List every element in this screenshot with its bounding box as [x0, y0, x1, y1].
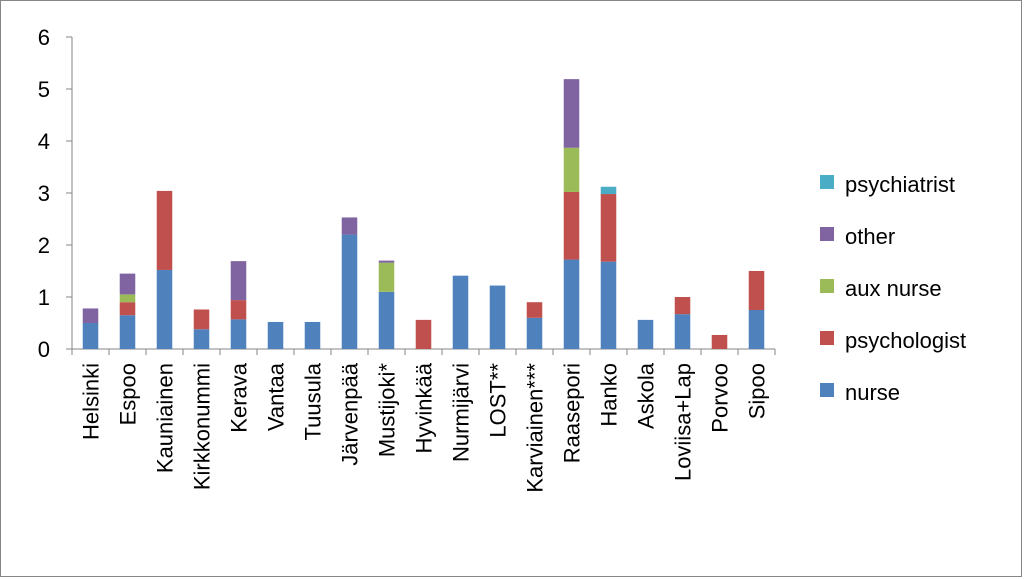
bar-segment-nurse [341, 234, 358, 349]
y-tick-label: 4 [38, 129, 50, 154]
bar-segment-nurse [230, 319, 247, 349]
legend-swatch-nurse [820, 383, 834, 397]
x-tick-label: Karviainen*** [523, 363, 548, 493]
x-tick-label: Vantaa [264, 362, 289, 431]
x-tick-label: Kauniainen [153, 363, 178, 473]
x-tick-label: Järvenpää [338, 362, 363, 466]
bar-segment-nurse [489, 285, 506, 349]
x-tick-label: Sipoo [745, 363, 770, 419]
y-tick-label: 2 [38, 233, 50, 258]
legend-swatch-aux-nurse [820, 279, 834, 293]
legend-label: psychiatrist [845, 172, 955, 197]
y-tick-label: 5 [38, 77, 50, 102]
bar-segment-other [563, 79, 580, 148]
bar-segment-other [82, 308, 99, 323]
bar-segment-psychologist [711, 334, 728, 349]
bars [82, 79, 765, 349]
bar-segment-psychologist [230, 300, 247, 320]
x-tick-label: LOST** [486, 363, 511, 438]
x-tick-label: Espoo [116, 363, 141, 425]
bar-segment-nurse [193, 329, 210, 349]
x-tick-label: Tuusula [301, 362, 326, 440]
y-tick-label: 6 [38, 25, 50, 50]
axes [66, 36, 776, 355]
bar-segment-other [119, 273, 136, 295]
bar-segment-psychologist [119, 302, 136, 316]
y-tick-labels: 0 1 2 3 4 5 6 [38, 25, 50, 362]
bar-segment-aux-nurse [119, 294, 136, 303]
bar-segment-nurse [600, 261, 617, 349]
x-tick-label: Askola [634, 362, 659, 429]
bar-segment-psychiatrist [600, 186, 617, 195]
bar-segment-aux-nurse [378, 262, 395, 292]
x-tick-label: Mustijoki* [375, 363, 400, 458]
x-tick-label: Porvoo [708, 363, 733, 433]
bar-segment-nurse [452, 275, 469, 349]
bar-segment-nurse [82, 323, 99, 349]
y-tick-label: 0 [38, 337, 50, 362]
bar-segment-nurse [156, 269, 173, 349]
y-tick-label: 1 [38, 285, 50, 310]
bar-segment-nurse [304, 321, 321, 349]
legend: psychiatrist other aux nurse psychologist nu… [820, 172, 966, 405]
x-tick-label: Nurmijärvi [449, 363, 474, 462]
bar-segment-psychologist [526, 302, 543, 318]
bar-segment-nurse [267, 321, 284, 349]
x-tick-label: Hanko [597, 363, 622, 427]
bar-segment-psychologist [748, 271, 765, 310]
y-tick-label: 3 [38, 181, 50, 206]
bar-segment-nurse [748, 310, 765, 349]
bar-segment-psychologist [674, 297, 691, 315]
bar-segment-nurse [563, 259, 580, 349]
x-tick-labels: Helsinki Espoo Kauniainen Kirkkonummi Kerava… [79, 362, 770, 492]
bar-segment-nurse [637, 319, 654, 349]
x-tick-label: Kirkkonummi [190, 363, 215, 490]
bar-segment-nurse [674, 314, 691, 349]
bar-segment-psychologist [600, 194, 617, 262]
x-tick-label: Loviisa+Lap [671, 363, 696, 481]
bar-segment-psychologist [156, 190, 173, 270]
bar-segment-aux-nurse [563, 147, 580, 192]
x-tick-label: Hyvinkää [412, 362, 437, 453]
bar-segment-nurse [378, 291, 395, 349]
legend-label: aux nurse [845, 276, 942, 301]
bar-segment-psychologist [415, 319, 432, 349]
legend-label: other [845, 224, 895, 249]
legend-swatch-other [820, 227, 834, 241]
bar-segment-nurse [119, 315, 136, 349]
bar-segment-psychologist [563, 191, 580, 260]
legend-label: nurse [845, 380, 900, 405]
bar-segment-psychologist [193, 309, 210, 330]
bar-segment-other [378, 260, 395, 263]
legend-swatch-psychologist [820, 331, 834, 345]
bar-segment-nurse [526, 317, 543, 349]
x-tick-label: Helsinki [79, 363, 104, 440]
legend-label: psychologist [845, 328, 966, 353]
bar-segment-other [341, 217, 358, 235]
x-tick-label: Kerava [227, 362, 252, 432]
x-tick-label: Raasepori [560, 363, 585, 463]
bar-segment-other [230, 261, 247, 301]
legend-swatch-psychiatrist [820, 175, 834, 189]
